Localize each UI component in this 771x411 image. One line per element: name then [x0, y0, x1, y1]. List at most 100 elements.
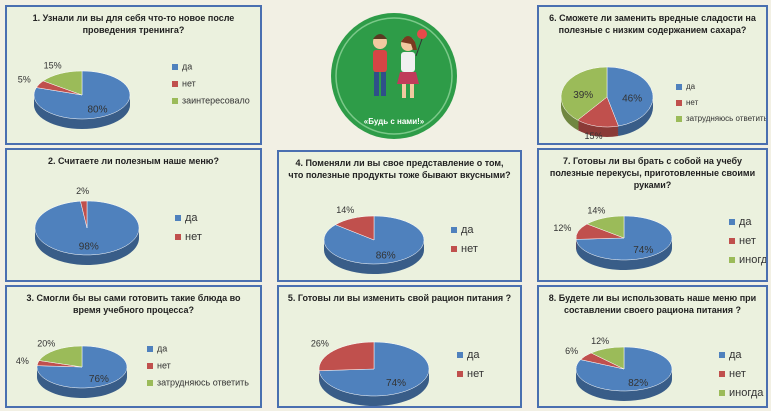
- legend-swatch: [729, 219, 735, 225]
- legend-label: нет: [185, 231, 202, 243]
- data-label: 80%: [88, 104, 108, 115]
- chart: 74% 12% 14% да нет иногда: [553, 206, 766, 270]
- legend-label: да: [467, 349, 480, 361]
- legend-label: иногда: [739, 254, 766, 266]
- legend-swatch: [719, 390, 725, 396]
- logo-ring: [335, 17, 453, 135]
- data-label: 2%: [76, 186, 89, 196]
- legend-label: да: [461, 224, 474, 236]
- data-label: 14%: [587, 206, 605, 216]
- legend-swatch: [147, 380, 153, 386]
- data-label: 5%: [18, 75, 31, 85]
- legend-label: заинтересовало: [182, 95, 250, 105]
- pie-slice: [334, 215, 375, 241]
- chart: 80% 5% 15% да нет заинтересовало: [18, 61, 250, 129]
- legend-label: нет: [461, 243, 478, 255]
- chart-panel: 3. Смогли бы вы сами готовить такие блюд…: [5, 285, 262, 408]
- chart: 46% 15% 39% да нет затрудняюсь ответить: [560, 66, 766, 141]
- legend-label: нет: [739, 235, 756, 247]
- data-label: 4%: [16, 356, 29, 366]
- legend-label: нет: [157, 360, 171, 370]
- data-label: 20%: [37, 338, 55, 348]
- legend-swatch: [457, 371, 463, 377]
- legend-swatch: [451, 246, 457, 252]
- chart-title: 2. Считаете ли полезным наше меню?: [48, 156, 219, 166]
- chart-title: 1. Узнали ли вы для себя что-то новое по…: [32, 13, 235, 35]
- legend-swatch: [676, 100, 682, 106]
- pie-slice: [560, 66, 608, 121]
- legend-swatch: [147, 363, 153, 369]
- chart-panel: 2. Считаете ли полезным наше меню? 98% 2% д…: [5, 148, 262, 282]
- logo-circle: [331, 13, 457, 139]
- chart: 98% 2% да нет: [34, 186, 202, 265]
- logo: «Будь с нами!»: [331, 13, 457, 139]
- data-label: 76%: [89, 374, 109, 385]
- pie-slice: [318, 341, 375, 371]
- legend-swatch: [172, 81, 178, 87]
- data-label: 6%: [565, 346, 578, 356]
- chart-panel: 6. Сможете ли заменить вредные сладости …: [537, 5, 768, 145]
- chart: 76% 4% 20% да нет затрудняюсь ответить: [16, 338, 249, 398]
- legend-swatch: [175, 215, 181, 221]
- chart: 86% 14% да нет: [323, 205, 478, 274]
- chart-panel: 7. Готовы ли вы брать с собой на учебу п…: [537, 148, 768, 282]
- legend-swatch: [729, 238, 735, 244]
- legend-swatch: [676, 84, 682, 90]
- chart-title: 3. Смогли бы вы сами готовить такие блюд…: [26, 293, 241, 315]
- pie-slice: [590, 346, 625, 370]
- pie-slice: [606, 66, 654, 127]
- data-label: 74%: [386, 378, 406, 389]
- logo-caption: «Будь с нами!»: [364, 117, 425, 126]
- data-label: 98%: [79, 241, 99, 252]
- data-label: 14%: [336, 205, 354, 215]
- legend-label: да: [185, 212, 198, 224]
- legend-swatch: [172, 64, 178, 70]
- chart-title: 5. Готовы ли вы изменить свой рацион пит…: [287, 293, 512, 303]
- legend-label: да: [157, 343, 167, 353]
- data-label: 74%: [633, 245, 653, 256]
- data-label: 46%: [622, 94, 642, 105]
- chart-panel: 1. Узнали ли вы для себя что-то новое по…: [5, 5, 262, 145]
- legend-label: да: [182, 61, 192, 71]
- data-label: 26%: [311, 338, 329, 348]
- legend-label: нет: [729, 368, 746, 380]
- chart-panel: 4. Поменяли ли вы свое представление о т…: [277, 150, 522, 282]
- legend-label: затрудняюсь ответить: [157, 377, 249, 387]
- legend-label: да: [739, 216, 752, 228]
- legend-label: да: [686, 82, 696, 91]
- legend-swatch: [147, 346, 153, 352]
- chart: 74% 26% да нет: [311, 338, 484, 406]
- chart-title: 4. Поменяли ли вы свое представление о т…: [288, 158, 511, 180]
- pie-slice: [42, 70, 83, 96]
- data-label: 86%: [376, 251, 396, 262]
- legend-label: нет: [686, 98, 699, 107]
- data-label: 15%: [44, 61, 62, 71]
- legend-swatch: [457, 352, 463, 358]
- logo-figures: [373, 29, 427, 98]
- legend-label: да: [729, 349, 742, 361]
- legend-swatch: [676, 116, 682, 122]
- data-label: 12%: [553, 223, 571, 233]
- legend-swatch: [719, 352, 725, 358]
- legend-label: нет: [182, 78, 196, 88]
- chart-panel: 8. Будете ли вы использовать наше меню п…: [537, 285, 768, 408]
- data-label: 15%: [584, 131, 602, 141]
- legend-swatch: [175, 234, 181, 240]
- data-label: 82%: [628, 378, 648, 389]
- legend-label: иногда: [729, 387, 764, 399]
- chart-title: 7. Готовы ли вы брать с собой на учебу п…: [549, 156, 756, 190]
- chart-panel: 5. Готовы ли вы изменить свой рацион пит…: [277, 285, 522, 408]
- chart: 82% 6% 12% да нет иногда: [565, 336, 764, 401]
- pie-slice: [80, 200, 88, 229]
- legend-swatch: [719, 371, 725, 377]
- chart-title: 8. Будете ли вы использовать наше меню п…: [548, 293, 757, 315]
- legend-swatch: [172, 98, 178, 104]
- pie-slice: [586, 215, 625, 239]
- pie-slice: [38, 345, 83, 368]
- legend-swatch: [451, 227, 457, 233]
- legend-swatch: [729, 257, 735, 263]
- data-label: 12%: [591, 336, 609, 346]
- data-label: 39%: [573, 90, 593, 101]
- legend-label: затрудняюсь ответить: [686, 114, 766, 123]
